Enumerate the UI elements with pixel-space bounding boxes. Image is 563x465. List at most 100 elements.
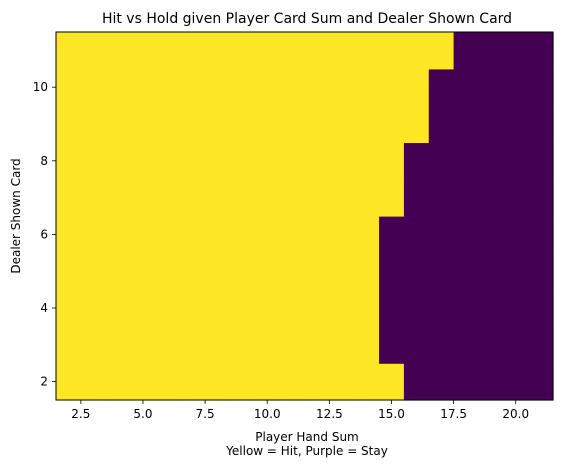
heatmap-cell-stay [403,326,430,364]
heatmap-cell-hit [155,363,181,401]
heatmap-cell-hit [304,105,330,143]
heatmap-cell-hit [205,105,231,143]
heatmap-cell-hit [229,326,256,364]
heatmap-cell-hit [56,68,82,107]
heatmap-cell-hit [205,32,231,70]
heatmap-cell-hit [254,289,281,327]
heatmap-cell-hit [354,252,380,291]
heatmap-cell-stay [453,179,480,217]
heatmap-cell-stay [403,289,430,327]
x-tick-label: 15.0 [378,407,405,421]
x-tick-label: 10.0 [254,407,281,421]
heatmap-cell-hit [105,142,132,180]
heatmap-cell-hit [180,179,206,217]
heatmap-cell-hit [329,179,355,217]
x-tick-label: 20.0 [502,407,529,421]
heatmap-cell-stay [528,105,554,143]
heatmap-cell-hit [354,216,380,254]
heatmap-cell-stay [528,68,554,107]
heatmap-cell-hit [379,32,405,70]
heatmap-cell-stay [478,216,504,254]
heatmap-cell-hit [279,142,306,180]
heatmap-cell-stay [528,179,554,217]
plot-frame [55,31,554,401]
heatmap-cell-hit [180,68,206,107]
heatmap-cell-stay [403,179,430,217]
heatmap-cell-stay [428,326,455,364]
heatmap-cell-hit [205,363,231,401]
heatmap-cell-hit [205,68,231,107]
heatmap-cell-stay [478,179,504,217]
heatmap-cell-hit [229,216,256,254]
x-tick-label: 12.5 [316,407,343,421]
heatmap-cell-hit [155,252,181,291]
heatmap-cell-hit [229,32,256,70]
heatmap-cell-hit [130,32,156,70]
heatmap-cell-hit [329,142,355,180]
heatmap-cell-hit [304,289,330,327]
heatmap-cell-stay [379,216,405,254]
heatmap-cell-hit [229,179,256,217]
x-tick-label: 2.5 [71,407,90,421]
x-axis-label: Player Hand Sum [255,430,358,444]
heatmap-cell-hit [403,68,430,107]
heatmap-cell-hit [155,289,181,327]
heatmap-cell-hit [304,142,330,180]
heatmap-cell-hit [379,105,405,143]
heatmap-cell-hit [130,105,156,143]
heatmap-cell-hit [180,252,206,291]
heatmap-cell-stay [478,326,504,364]
heatmap-cell-hit [56,179,82,217]
heatmap-cell-hit [304,326,330,364]
heatmap-cell-stay [403,216,430,254]
heatmap-cell-hit [180,216,206,254]
heatmap-cell-stay [453,32,480,70]
heatmap-cell-hit [56,105,82,143]
heatmap-cell-hit [229,68,256,107]
heatmap-cell-hit [105,363,132,401]
heatmap-cell-stay [478,252,504,291]
heatmap-cell-hit [130,179,156,217]
heatmap-cell-hit [155,179,181,217]
heatmap-cell-hit [279,179,306,217]
heatmap-cell-hit [105,289,132,327]
heatmap-cell-hit [329,216,355,254]
heatmap-cell-stay [528,32,554,70]
heatmap-cell-hit [130,216,156,254]
heatmap-cell-stay [403,363,430,401]
heatmap-cell-hit [354,105,380,143]
heatmap-cell-hit [205,289,231,327]
heatmap-cell-hit [56,142,82,180]
heatmap-cell-stay [453,326,480,364]
heatmap-cell-stay [503,68,529,107]
heatmap-cell-hit [105,252,132,291]
x-tick-label: 17.5 [440,407,467,421]
heatmap-cell-hit [80,326,107,364]
heatmap-cell-hit [304,363,330,401]
y-axis-ticks: 2 4 6 8 10 [33,80,56,389]
heatmap-cell-stay [528,326,554,364]
heatmap-cell-hit [56,32,82,70]
heatmap-cell-hit [379,363,405,401]
heatmap-cell-hit [155,216,181,254]
heatmap-cell-stay [428,289,455,327]
heatmap-cell-stay [453,105,480,143]
heatmap-cell-hit [155,105,181,143]
heatmap-cell-stay [428,179,455,217]
heatmap-cell-hit [279,32,306,70]
heatmap-cell-stay [478,142,504,180]
heatmap-cell-hit [155,68,181,107]
x-axis-ticks: 2.5 5.0 7.5 10.0 12.5 15.0 17.5 20.0 [71,400,529,421]
heatmap-cell-hit [80,105,107,143]
heatmap-cell-hit [80,142,107,180]
x-tick-label: 7.5 [196,407,215,421]
heatmap-cell-hit [80,363,107,401]
heatmap-cell-stay [528,252,554,291]
heatmap-cell-hit [229,105,256,143]
heatmap-cell-hit [155,142,181,180]
heatmap-cell-hit [254,252,281,291]
y-tick-label: 4 [40,301,48,315]
heatmap-cell-stay [478,68,504,107]
heatmap-cell-stay [503,326,529,364]
heatmap-cell-stay [453,289,480,327]
